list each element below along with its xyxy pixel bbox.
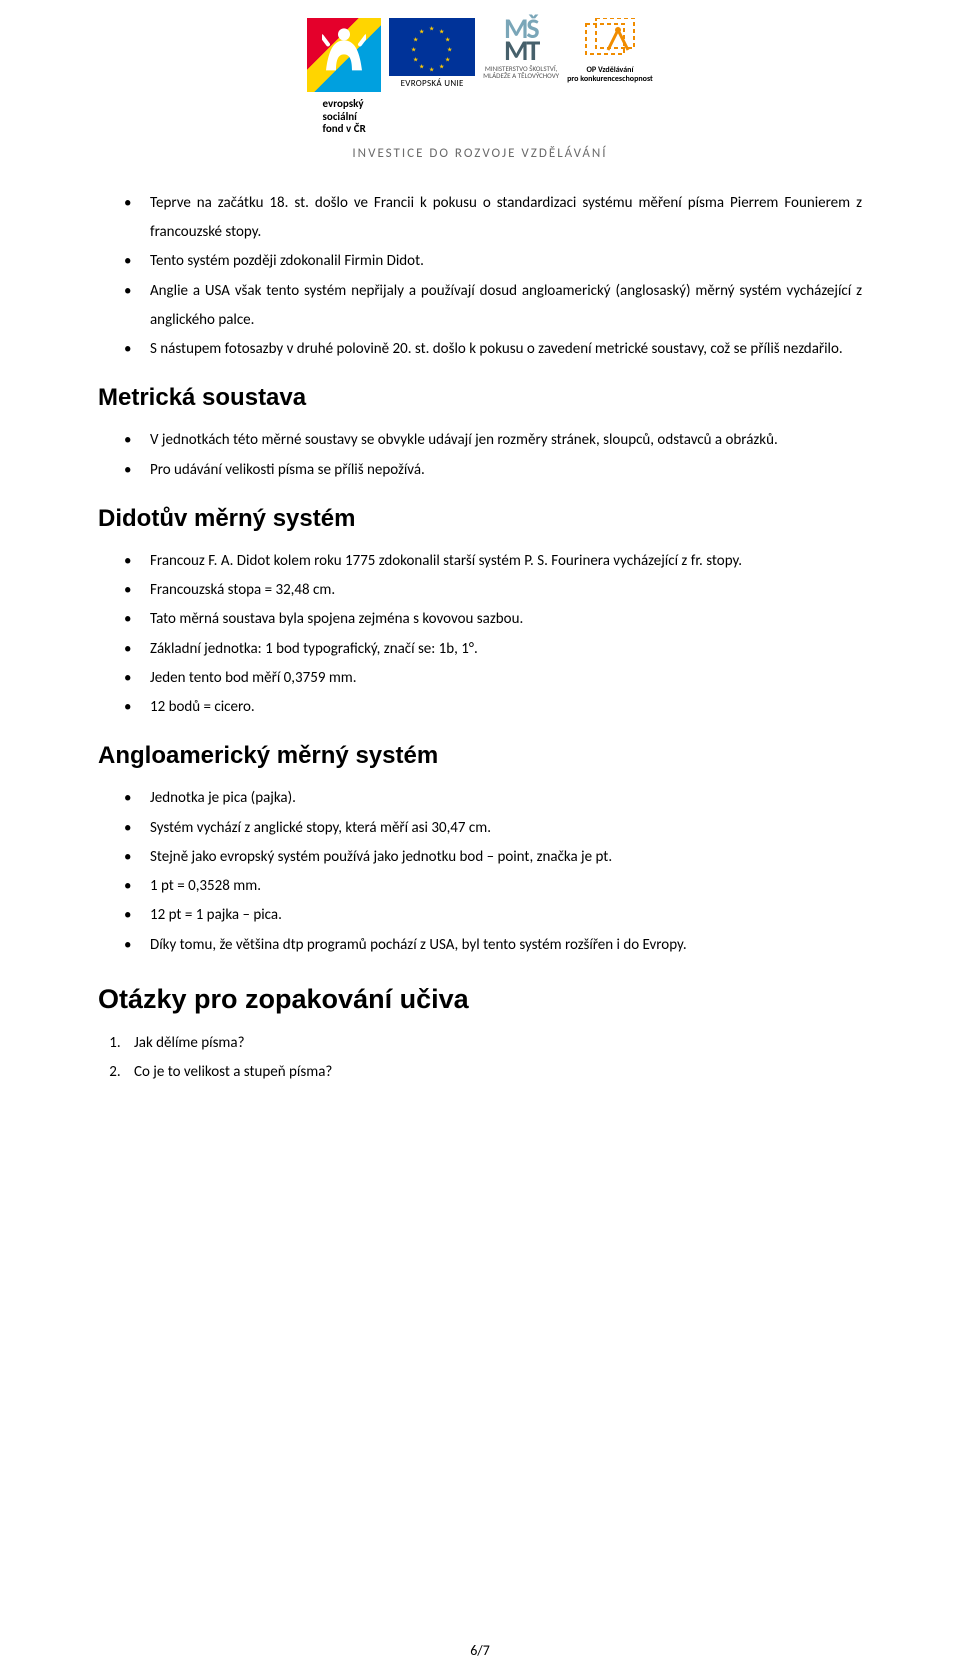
opvk-logo: OP Vzdělávání pro konkurenceschopnost <box>567 18 653 84</box>
section-list: V jednotkách této měrné soustavy se obvy… <box>98 426 862 485</box>
msmt-icon: MŠ MT <box>504 18 538 63</box>
page-number: 6/7 <box>0 1642 960 1659</box>
eu-label: EVROPSKÁ UNIE <box>401 78 464 89</box>
list-item: S nástupem fotosazby v druhé polovině 20… <box>124 335 862 364</box>
list-item: Tato měrná soustava byla spojena zejména… <box>124 605 862 634</box>
list-item: Díky tomu, že většina dtp programů pochá… <box>124 931 862 960</box>
list-item: Systém vychází z anglické stopy, která m… <box>124 814 862 843</box>
section-heading: Didotův měrný systém <box>98 505 862 533</box>
section-heading: Angloamerický měrný systém <box>98 742 862 770</box>
list-item: V jednotkách této měrné soustavy se obvy… <box>124 426 862 455</box>
esf-icon <box>307 18 381 92</box>
eu-stars-icon <box>412 27 452 67</box>
list-item: 1 pt = 0,3528 mm. <box>124 872 862 901</box>
header-tagline: INVESTICE DO ROZVOJE VZDĚLÁVÁNÍ <box>0 146 960 161</box>
list-item: Jednotka je pica (pajka). <box>124 784 862 813</box>
page: evropský sociální fond v ČR <box>0 0 960 1677</box>
list-item: Tento systém později zdokonalil Firmin D… <box>124 247 862 276</box>
list-item: Anglie a USA však tento systém nepřijaly… <box>124 277 862 336</box>
questions-heading: Otázky pro zopakování učiva <box>98 984 862 1015</box>
list-item: Pro udávání velikosti písma se příliš ne… <box>124 456 862 485</box>
list-item: 12 bodů = cicero. <box>124 693 862 722</box>
esf-line: fond v ČR <box>323 123 366 136</box>
section-list: Francouz F. A. Didot kolem roku 1775 zdo… <box>98 547 862 723</box>
opvk-subtitle: OP Vzdělávání pro konkurenceschopnost <box>567 66 653 84</box>
section-list: Jednotka je pica (pajka). Systém vychází… <box>98 784 862 960</box>
msmt-logo: MŠ MT MINISTERSTVO ŠKOLSTVÍ, MLÁDEŽE A T… <box>483 18 559 80</box>
opvk-icon <box>580 18 640 64</box>
list-item: Co je to velikost a stupeň písma? <box>124 1058 862 1087</box>
esf-person-icon <box>322 26 366 78</box>
eu-logo: EVROPSKÁ UNIE <box>389 18 475 89</box>
esf-text: evropský sociální fond v ČR <box>323 98 366 136</box>
esf-line: evropský <box>323 98 366 111</box>
list-item: Francouzská stopa = 32,48 cm. <box>124 576 862 605</box>
list-item: Stejně jako evropský systém používá jako… <box>124 843 862 872</box>
questions-list: Jak dělíme písma? Co je to velikost a st… <box>98 1029 862 1088</box>
list-item: Teprve na začátku 18. st. došlo ve Franc… <box>124 189 862 248</box>
section-heading: Metrická soustava <box>98 384 862 412</box>
list-item: Francouz F. A. Didot kolem roku 1775 zdo… <box>124 547 862 576</box>
esf-logo: evropský sociální fond v ČR <box>307 18 381 136</box>
list-item: Jak dělíme písma? <box>124 1029 862 1058</box>
intro-list: Teprve na začátku 18. st. došlo ve Franc… <box>98 189 862 365</box>
list-item: Jeden tento bod měří 0,3759 mm. <box>124 664 862 693</box>
list-item: Základní jednotka: 1 bod typografický, z… <box>124 635 862 664</box>
content: Teprve na začátku 18. st. došlo ve Franc… <box>0 189 960 1088</box>
eu-flag-icon <box>389 18 475 76</box>
msmt-subtitle: MINISTERSTVO ŠKOLSTVÍ, MLÁDEŽE A TĚLOVÝC… <box>483 65 559 80</box>
list-item: 12 pt = 1 pajka – pica. <box>124 901 862 930</box>
header-logos: evropský sociální fond v ČR <box>0 0 960 136</box>
